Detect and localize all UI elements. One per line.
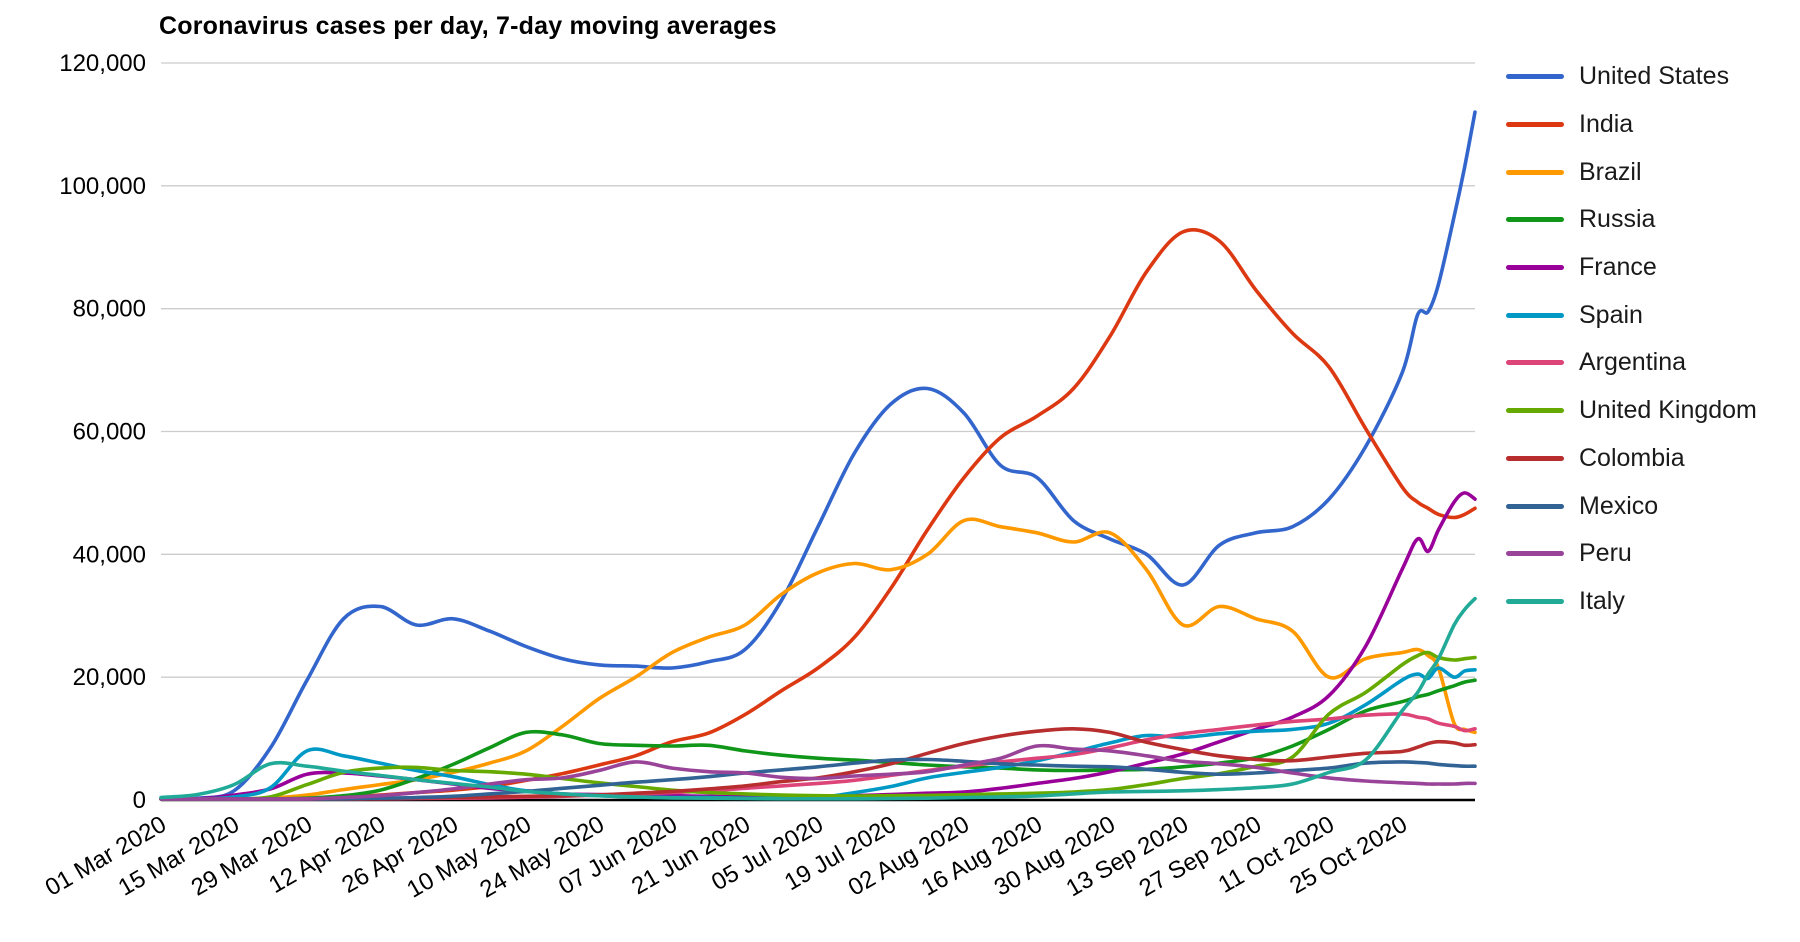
legend-label: United Kingdom [1579,396,1757,425]
series-line-united-kingdom [159,650,1477,801]
legend-label: India [1579,110,1634,139]
gridlines [161,62,1475,802]
legend-item-russia: Russia [1506,196,1757,244]
y-tick-label: 100,000 [59,173,146,200]
series-line-france [159,491,1477,801]
series-line-russia [159,678,1477,801]
legend-item-mexico: Mexico [1506,482,1757,530]
y-tick-label: 120,000 [59,50,146,77]
y-tick-label: 60,000 [73,419,146,446]
legend-swatch-india [1506,122,1564,128]
legend-item-colombia: Colombia [1506,435,1757,483]
legend-item-spain: Spain [1506,291,1757,339]
y-tick-label: 80,000 [73,296,146,323]
legend-swatch-united-kingdom [1506,408,1564,414]
series-line-mexico [159,757,1477,801]
legend-item-united-kingdom: United Kingdom [1506,387,1757,435]
legend-swatch-argentina [1506,360,1564,366]
series-lines [159,110,1477,801]
legend-swatch-italy [1506,598,1564,604]
legend-swatch-spain [1506,312,1564,318]
legend-swatch-colombia [1506,455,1564,461]
legend-swatch-russia [1506,217,1564,223]
legend-label: Russia [1579,205,1656,234]
legend-label: Peru [1579,539,1632,568]
legend-swatch-peru [1506,551,1564,557]
legend-swatch-united-states [1506,74,1564,80]
series-line-united-states [159,110,1477,801]
legend-label: Spain [1579,300,1643,329]
legend-item-brazil: Brazil [1506,148,1757,196]
legend-label: United States [1579,62,1730,91]
series-line-peru [159,743,1477,801]
legend-label: Mexico [1579,491,1659,520]
legend-item-argentina: Argentina [1506,339,1757,387]
legend-swatch-brazil [1506,169,1564,175]
y-tick-label: 40,000 [73,541,146,568]
legend-label: Colombia [1579,443,1685,472]
legend-label: Italy [1579,586,1625,615]
legend-item-united-states: United States [1506,53,1757,101]
legend-item-india: India [1506,101,1757,149]
series-line-india [159,228,1477,801]
legend-item-peru: Peru [1506,530,1757,578]
legend-swatch-france [1506,265,1564,271]
legend-label: Argentina [1579,348,1687,377]
chart-title: Coronavirus cases per day, 7-day moving … [159,12,777,40]
legend-item-france: France [1506,244,1757,292]
y-tick-label: 20,000 [73,664,146,691]
chart-legend: United States India Brazil Russia France Spai… [1506,53,1757,625]
legend-swatch-mexico [1506,503,1564,509]
y-tick-label: 0 [133,787,146,814]
legend-label: France [1579,253,1657,282]
legend-label: Brazil [1579,157,1642,186]
series-line-italy [159,596,1477,801]
legend-item-italy: Italy [1506,578,1757,626]
